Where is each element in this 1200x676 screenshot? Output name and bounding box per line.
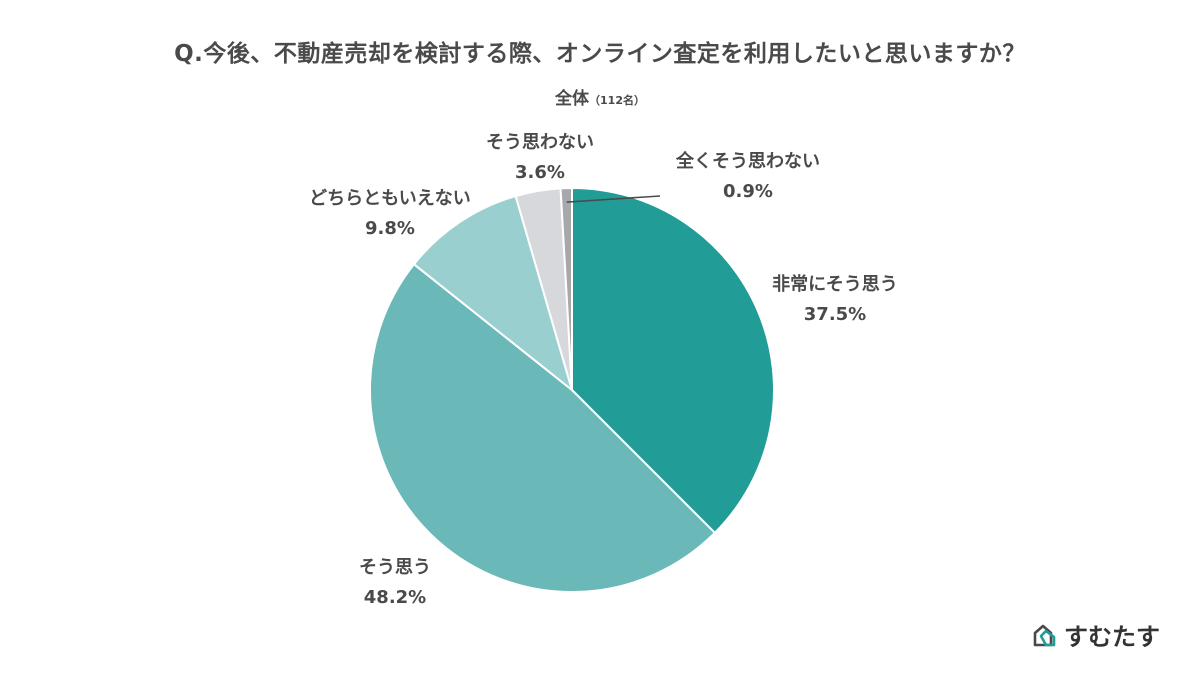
slice-label-value: 48.2% [363,587,427,608]
pie-slice-neutral [412,194,574,393]
slice-label-text: 全くそう思わない [676,151,820,172]
chart-subtitle: 全体（112名） [0,84,1200,109]
leader-line [566,195,661,203]
house-logo-icon [1033,624,1056,646]
slice-label-very-agree: 非常にそう思う 37.5% [740,270,930,330]
subtitle-group: 全体 [555,89,590,109]
slice-label-text: そう思わない [486,132,594,153]
brand-logo: すむたす [1032,617,1160,652]
slice-label-value: 37.5% [803,304,867,325]
pie-slice-strongly-disagree [559,186,573,391]
chart-title: Q.今後、不動産売却を検討する際、オンライン査定を利用したいと思いますか？ [174,41,1026,67]
slice-label-neutral: どちらともいえない 9.8% [280,184,500,244]
slice-label-disagree: そう思わない 3.6% [460,128,620,188]
sample-size: （112名） [589,94,645,107]
brand-name: すむたす [1064,623,1160,651]
slice-label-text: どちらともいえない [309,188,471,209]
slice-label-agree: そう思う 48.2% [320,553,470,613]
slice-label-value: 9.8% [365,218,415,239]
slice-label-value: 3.6% [515,162,565,183]
pie-slice-agree [369,262,717,593]
slice-label-text: 非常にそう思う [772,274,898,295]
slice-label-value: 0.9% [723,181,773,202]
slice-label-strongly-disagree: 全くそう思わない 0.9% [648,147,848,207]
slice-label-text: そう思う [359,557,431,578]
